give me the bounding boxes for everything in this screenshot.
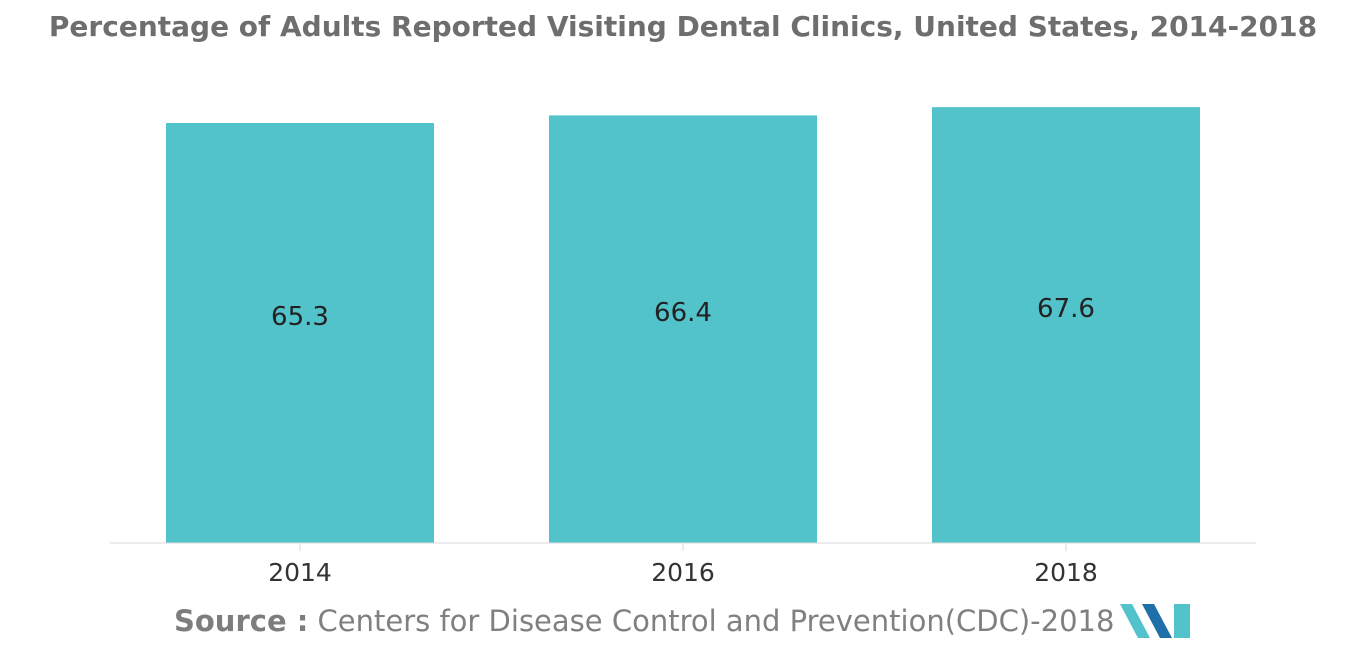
x-tick-label-2016: 2016 [651, 558, 715, 587]
mordor-intelligence-logo-icon [1120, 604, 1190, 638]
x-tick-label-2018: 2018 [1034, 558, 1098, 587]
data-label-2018: 67.6 [1037, 294, 1095, 324]
bar-chart: 65.3 66.4 67.6 2014 2016 2018 [110, 107, 1256, 587]
x-ticks-layer: 2014 2016 2018 [268, 543, 1098, 587]
source-label: Source : [174, 604, 309, 638]
source-line: Source : Centers for Disease Control and… [174, 604, 1114, 638]
data-label-2014: 65.3 [271, 302, 329, 332]
bars-layer [166, 107, 1200, 543]
logo-left-chevron [1120, 604, 1150, 638]
bar-2018 [932, 107, 1200, 543]
logo-middle-chevron [1142, 604, 1172, 638]
bar-2014 [166, 123, 434, 543]
x-tick-label-2014: 2014 [268, 558, 332, 587]
data-label-2016: 66.4 [654, 298, 712, 328]
logo-right-bar [1174, 604, 1190, 638]
data-labels-layer: 65.3 66.4 67.6 [271, 294, 1095, 332]
source-text: Centers for Disease Control and Preventi… [317, 604, 1115, 638]
chart-title: Percentage of Adults Reported Visiting D… [48, 10, 1318, 43]
bar-2016 [549, 115, 817, 543]
